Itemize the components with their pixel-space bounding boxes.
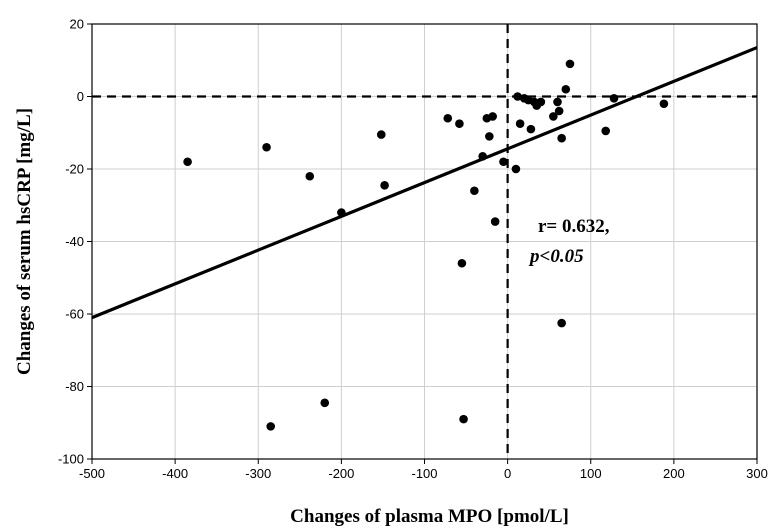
y-tick-label: -100 <box>58 452 84 467</box>
data-point <box>443 113 453 123</box>
data-point <box>376 130 386 139</box>
data-point <box>553 97 562 107</box>
data-point <box>183 157 192 167</box>
x-axis-ticks: -500 -400 -300 -200 -100 0 100 200 300 <box>79 459 768 481</box>
x-tick-label: 100 <box>580 466 602 481</box>
data-point <box>499 157 508 167</box>
data-point <box>659 99 669 109</box>
x-tick-label: -300 <box>245 466 271 481</box>
data-point <box>380 181 389 190</box>
y-axis-title: Changes of serum hsCRP [mg/L] <box>14 108 35 375</box>
data-point <box>457 258 467 268</box>
data-point <box>262 142 271 152</box>
correlation-p-label: p<0.05 <box>528 246 584 267</box>
data-point <box>557 133 566 143</box>
y-tick-label: -80 <box>65 379 84 394</box>
y-tick-label: -40 <box>65 234 84 249</box>
correlation-r-text: r= 0.632, <box>538 216 610 237</box>
data-point <box>536 97 546 107</box>
y-tick-label: -20 <box>65 162 84 177</box>
data-point <box>305 171 315 181</box>
x-tick-label: 300 <box>746 466 768 481</box>
correlation-r-label: r= 0.632, <box>538 216 610 237</box>
x-tick-label: -500 <box>79 466 105 481</box>
regression-line-group <box>91 46 758 320</box>
data-point <box>266 422 276 431</box>
x-tick-label: -100 <box>411 466 437 481</box>
x-tick-label: -400 <box>162 466 188 481</box>
data-point <box>549 112 558 121</box>
y-axis-ticks: -100 -80 -60 -40 -20 0 20 <box>58 17 92 467</box>
data-point <box>513 92 522 101</box>
data-point <box>511 164 521 174</box>
data-point <box>490 217 500 226</box>
x-axis-title: Changes of plasma MPO [pmol/L] <box>290 506 569 527</box>
data-point <box>601 126 611 136</box>
data-point <box>320 398 330 408</box>
data-point <box>478 152 487 161</box>
data-point <box>455 119 464 128</box>
y-tick-label: 20 <box>70 17 84 32</box>
data-point <box>337 208 346 217</box>
data-point <box>554 106 564 116</box>
regression-line <box>91 46 758 320</box>
data-point <box>565 59 575 69</box>
y-tick-label: -60 <box>65 307 84 322</box>
reference-lines <box>92 24 757 459</box>
data-point <box>488 112 497 121</box>
data-point <box>561 84 571 94</box>
data-points <box>183 59 669 431</box>
data-point <box>526 124 536 134</box>
x-tick-label: -200 <box>328 466 354 481</box>
data-point <box>557 318 566 328</box>
data-point <box>459 414 468 424</box>
data-point <box>609 94 619 103</box>
data-point <box>515 119 525 128</box>
x-tick-label: 200 <box>663 466 685 481</box>
data-point <box>485 132 494 141</box>
data-point <box>470 186 479 196</box>
x-tick-label: 0 <box>504 466 511 481</box>
y-tick-label: 0 <box>77 89 84 104</box>
